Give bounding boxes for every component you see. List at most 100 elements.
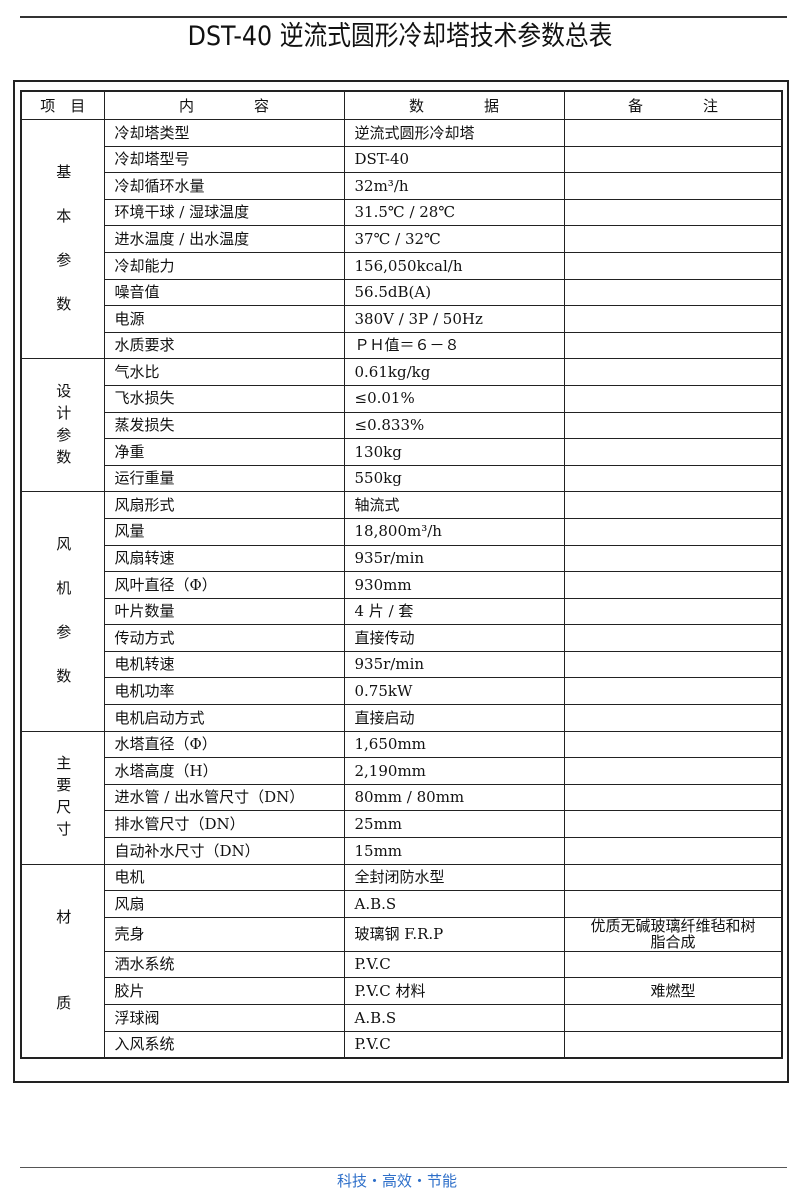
remark-cell [563,544,783,573]
remark-cell [563,837,783,865]
group-cell: 设计参数 [20,358,105,493]
remark-cell [563,278,783,307]
content-cell: 冷却循环水量 [103,172,345,200]
content-cell: 浮球阀 [103,1004,345,1032]
header-item: 项 目 [20,90,105,120]
table-row: 风扇转速 935r/min [21,544,783,573]
table-row: 飞水损失 ≤0.01% [21,384,783,413]
content-cell: 自动补水尺寸（DN） [103,837,345,865]
remark-cell [563,597,783,626]
content-cell: 气水比 [103,358,345,386]
header-remark: 备 注 [563,90,783,120]
table-row: 基本参数 冷却塔类型 逆流式圆形冷却塔 [20,118,783,360]
content-cell: 冷却能力 [103,251,345,280]
table-row: 洒水系统 P.V.C [21,950,783,979]
data-cell: 156,050kcal/h [343,251,565,280]
content-cell: 壳身 [103,916,345,952]
group-label: 风机参数 [54,536,73,713]
data-cell: 直接启动 [343,704,565,732]
content-cell: 电机功率 [103,677,345,706]
group-cell: 主要尺寸 [20,730,105,865]
table-row: 电机功率 0.75kW [21,677,783,706]
table-header-row: 项 目 内 容 数 据 备 注 [20,90,783,120]
group-label: 设计参数 [54,383,73,472]
data-cell: ≤0.833% [343,411,565,440]
content-cell: 入风系统 [103,1030,345,1059]
remark-cell [563,810,783,839]
group-label: 主要尺寸 [54,755,73,844]
table-row: 进水温度 / 出水温度 37℃ / 32℃ [21,225,783,253]
data-cell: A.B.S [343,890,565,918]
content-cell: 水塔高度（H） [103,757,345,785]
content-cell: 运行重量 [103,464,345,493]
table-row: 冷却塔型号 DST-40 [21,145,783,174]
table-row: 电机启动方式 直接启动 [21,704,783,732]
table-row: 主要尺寸 水塔直径（Φ） 1,650mm [20,730,783,865]
remark-cell [563,730,783,759]
data-cell: 32m³/h [343,172,565,200]
data-cell: ≤0.01% [343,384,565,413]
content-cell: 蒸发损失 [103,411,345,440]
content-cell: 传动方式 [103,624,345,652]
remark-cell [563,677,783,706]
content-cell: 进水温度 / 出水温度 [103,225,345,253]
table-row: 噪音值 56.5dB(A) [21,278,783,307]
group-cell: 材质 [20,863,105,1059]
remark-cell [563,384,783,413]
data-cell: 1,650mm [343,730,565,759]
group-cell: 基本参数 [20,118,105,360]
remark-cell [563,172,783,200]
remark-cell: 优质无碱玻璃纤维毡和树脂合成 [563,916,783,952]
page-title: DST-40 逆流式圆形冷却塔技术参数总表 [187,21,613,52]
table-row: 环境干球 / 湿球温度 31.5℃ / 28℃ [21,198,783,227]
data-cell: 4 片 / 套 [343,597,565,626]
data-cell: 31.5℃ / 28℃ [343,198,565,227]
table-row: 运行重量 550kg [21,464,783,493]
table-row: 自动补水尺寸（DN） 15mm [21,837,783,865]
remark-cell [563,1004,783,1032]
table-row: 电源 380V / 3P / 50Hz [21,305,783,333]
data-cell: 2,190mm [343,757,565,785]
spec-table: 项 目 内 容 数 据 备 注 基本参数 冷却塔类型 逆流式圆形冷却塔 冷却塔型号 DS… [20,90,783,1060]
table-row: 冷却能力 156,050kcal/h [21,251,783,280]
data-cell: 380V / 3P / 50Hz [343,305,565,333]
group-label: 材质 [54,908,73,1059]
table-row: 入风系统 P.V.C [21,1030,783,1059]
remark-cell [563,491,783,519]
remark-cell [563,571,783,599]
data-cell: 37℃ / 32℃ [343,225,565,253]
data-cell: ＰＨ值＝６－８ [343,331,565,360]
remark-cell [563,950,783,979]
data-cell: 0.61kg/kg [343,358,565,386]
remark-cell [563,783,783,812]
content-cell: 冷却塔类型 [103,119,345,147]
data-cell: P.V.C 材料 [343,977,565,1005]
content-cell: 冷却塔型号 [103,145,345,174]
remark-cell [563,1030,783,1059]
data-cell: P.V.C [343,950,565,979]
remark-cell: 难燃型 [563,977,783,1005]
content-cell: 水质要求 [103,331,345,360]
content-cell: 洒水系统 [103,950,345,979]
remark-cell [563,757,783,785]
data-cell: 0.75kW [343,677,565,706]
remark-cell [563,331,783,360]
content-cell: 胶片 [103,977,345,1005]
content-cell: 风叶直径（Φ） [103,571,345,599]
table-row: 风量 18,800m³/h [21,517,783,546]
remark-cell [563,464,783,493]
remark-cell [563,517,783,546]
table-row: 风扇 A.B.S [21,890,783,918]
data-cell: 15mm [343,837,565,865]
table-row: 传动方式 直接传动 [21,624,783,652]
data-cell: 逆流式圆形冷却塔 [343,119,565,147]
remark-cell [563,411,783,440]
remark-cell [563,650,783,679]
data-cell: 80mm / 80mm [343,783,565,812]
header-data: 数 据 [343,90,565,120]
content-cell: 环境干球 / 湿球温度 [103,198,345,227]
data-cell: 直接传动 [343,624,565,652]
data-cell: 25mm [343,810,565,839]
content-cell: 风扇 [103,890,345,918]
table-row: 水质要求 ＰＨ值＝６－８ [21,331,783,360]
